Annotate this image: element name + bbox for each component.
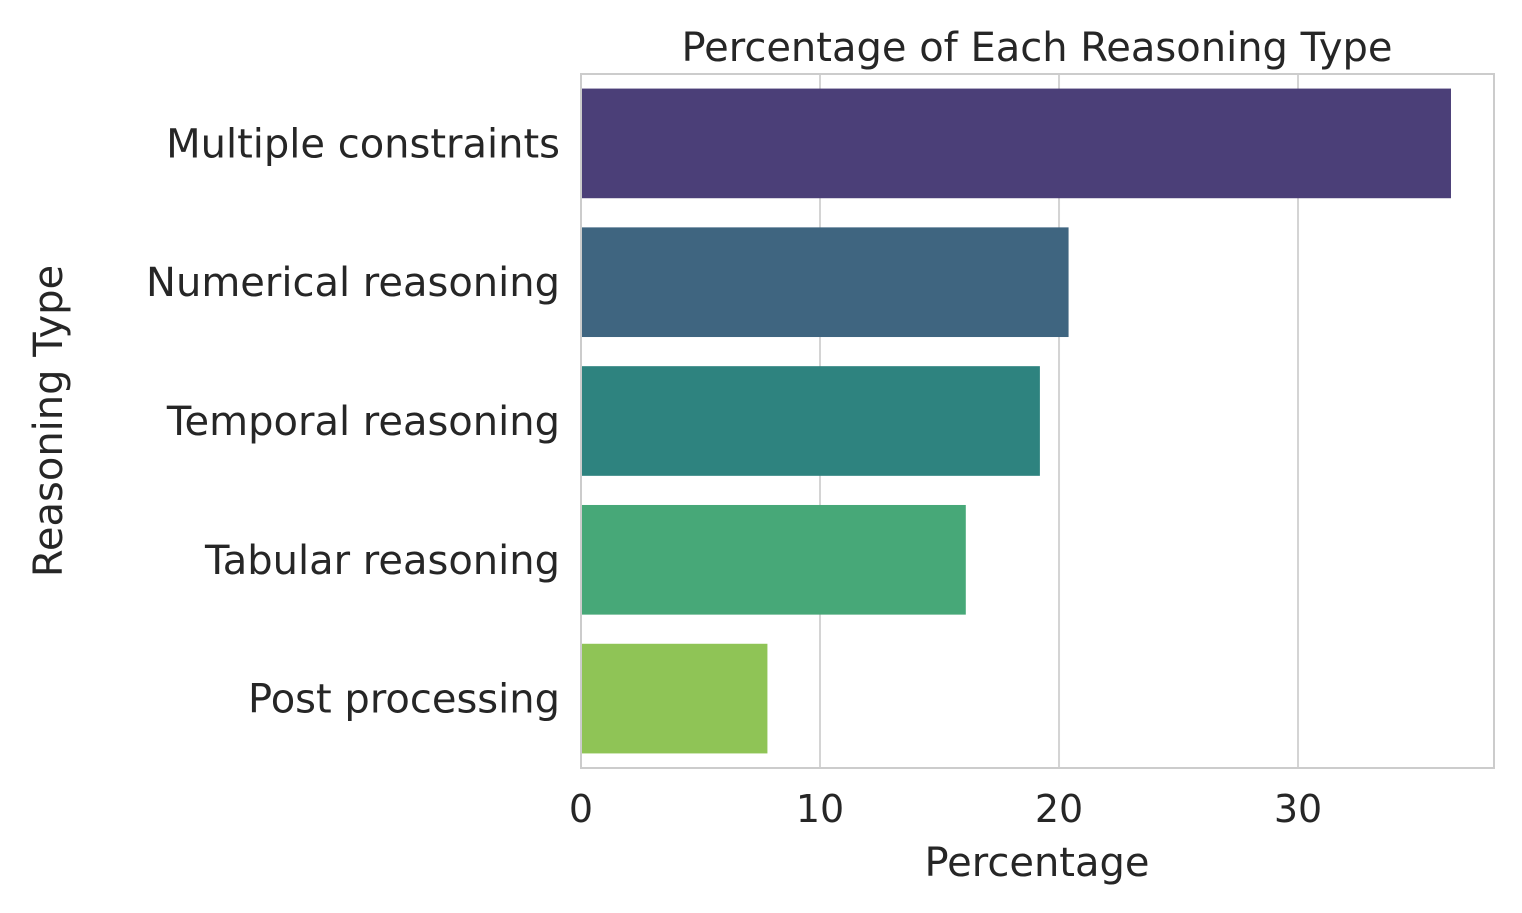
chart-title: Percentage of Each Reasoning Type bbox=[681, 25, 1392, 71]
category-label: Tabular reasoning bbox=[204, 538, 560, 584]
bar bbox=[582, 366, 1040, 476]
bars bbox=[582, 88, 1451, 754]
category-label: Numerical reasoning bbox=[146, 260, 560, 306]
x-tick-label: 30 bbox=[1274, 787, 1322, 831]
plot-frame bbox=[580, 73, 1495, 769]
x-tick-label: 0 bbox=[569, 787, 593, 831]
category-labels: Multiple constraints Numerical reasoning T… bbox=[146, 121, 560, 722]
x-tick-label: 10 bbox=[796, 787, 844, 831]
bar bbox=[582, 88, 1451, 199]
category-label: Multiple constraints bbox=[166, 121, 560, 167]
y-axis-label: Reasoning Type bbox=[26, 265, 72, 577]
x-tick-labels: 0 10 20 30 bbox=[569, 787, 1322, 831]
bar bbox=[582, 504, 966, 615]
bar bbox=[582, 227, 1069, 338]
category-label: Post processing bbox=[248, 677, 560, 723]
x-tick-label: 20 bbox=[1035, 787, 1083, 831]
x-axis-label: Percentage bbox=[924, 840, 1149, 886]
bar bbox=[582, 643, 768, 754]
category-label: Temporal reasoning bbox=[166, 399, 560, 445]
